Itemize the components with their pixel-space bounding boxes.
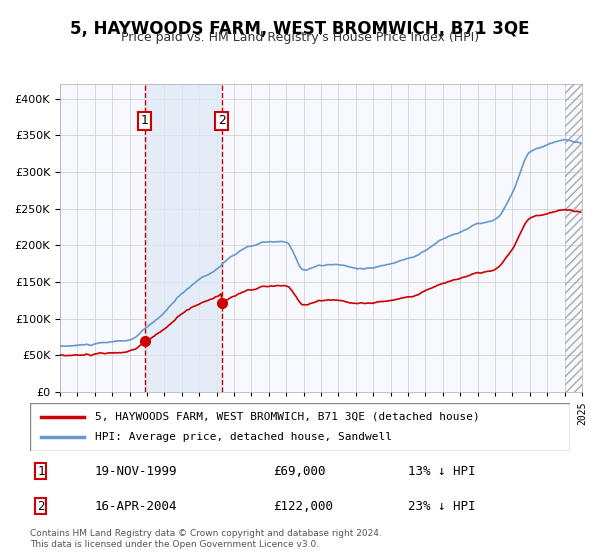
Text: £69,000: £69,000 [273, 465, 325, 478]
Text: 2: 2 [218, 114, 226, 127]
Text: 23% ↓ HPI: 23% ↓ HPI [408, 500, 476, 512]
Text: 1: 1 [141, 114, 149, 127]
Text: 5, HAYWOODS FARM, WEST BROMWICH, B71 3QE: 5, HAYWOODS FARM, WEST BROMWICH, B71 3QE [70, 20, 530, 38]
Text: 2: 2 [37, 500, 44, 512]
Text: 13% ↓ HPI: 13% ↓ HPI [408, 465, 476, 478]
Text: £122,000: £122,000 [273, 500, 333, 512]
Bar [565, 84, 582, 392]
Text: 16-APR-2004: 16-APR-2004 [95, 500, 178, 512]
Text: HPI: Average price, detached house, Sandwell: HPI: Average price, detached house, Sand… [95, 432, 392, 442]
FancyBboxPatch shape [30, 403, 570, 451]
Text: 5, HAYWOODS FARM, WEST BROMWICH, B71 3QE (detached house): 5, HAYWOODS FARM, WEST BROMWICH, B71 3QE… [95, 412, 479, 422]
Text: Contains HM Land Registry data © Crown copyright and database right 2024.
This d: Contains HM Land Registry data © Crown c… [30, 529, 382, 549]
Text: 1: 1 [37, 465, 44, 478]
Text: Price paid vs. HM Land Registry's House Price Index (HPI): Price paid vs. HM Land Registry's House … [121, 31, 479, 44]
Text: 19-NOV-1999: 19-NOV-1999 [95, 465, 178, 478]
Bar [145, 84, 221, 392]
